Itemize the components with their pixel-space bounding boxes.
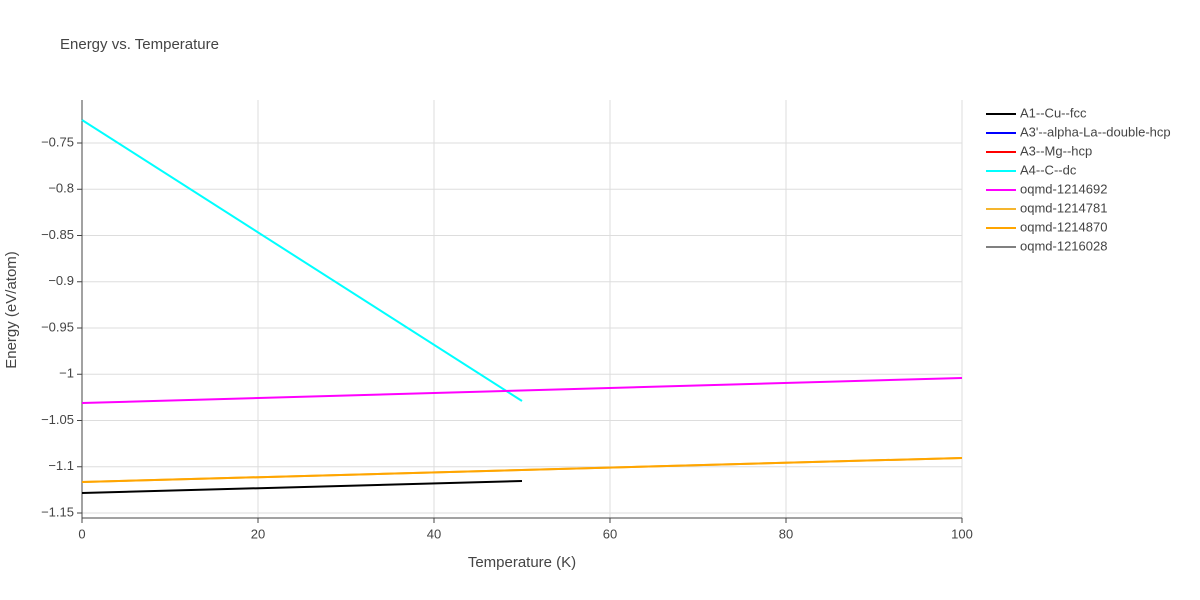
y-tick-label: −0.8 <box>48 181 74 196</box>
y-tick-label: −1 <box>59 366 74 381</box>
legend-label: A3'--alpha-La--double-hcp <box>1020 124 1171 139</box>
x-axis-title: Temperature (K) <box>468 554 576 571</box>
y-tick-label: −0.75 <box>41 134 74 149</box>
y-tick-label: −0.95 <box>41 319 74 334</box>
x-tick-label: 80 <box>779 526 793 541</box>
x-tick-label: 0 <box>78 526 85 541</box>
legend-label: oqmd-1214870 <box>1020 219 1107 234</box>
legend-label: oqmd-1216028 <box>1020 238 1107 253</box>
y-tick-label: −0.9 <box>48 273 74 288</box>
y-axis-title: Energy (eV/atom) <box>3 251 20 369</box>
y-tick-label: −1.05 <box>41 412 74 427</box>
y-tick-label: −0.85 <box>41 227 74 242</box>
chart-title: Energy vs. Temperature <box>60 36 219 53</box>
legend-label: A1--Cu--fcc <box>1020 105 1087 120</box>
legend-label: oqmd-1214692 <box>1020 181 1107 196</box>
y-tick-label: −1.15 <box>41 504 74 519</box>
y-tick-label: −1.1 <box>48 458 74 473</box>
legend-label: A4--C--dc <box>1020 162 1077 177</box>
line-series <box>81 480 523 495</box>
line-series <box>81 376 963 405</box>
x-tick-label: 20 <box>251 526 265 541</box>
line-series <box>81 456 963 484</box>
x-tick-label: 60 <box>603 526 617 541</box>
line-series <box>81 119 523 402</box>
x-tick-label: 100 <box>951 526 973 541</box>
x-tick-label: 40 <box>427 526 441 541</box>
legend-label: oqmd-1214781 <box>1020 200 1107 215</box>
legend-label: A3--Mg--hcp <box>1020 143 1092 158</box>
